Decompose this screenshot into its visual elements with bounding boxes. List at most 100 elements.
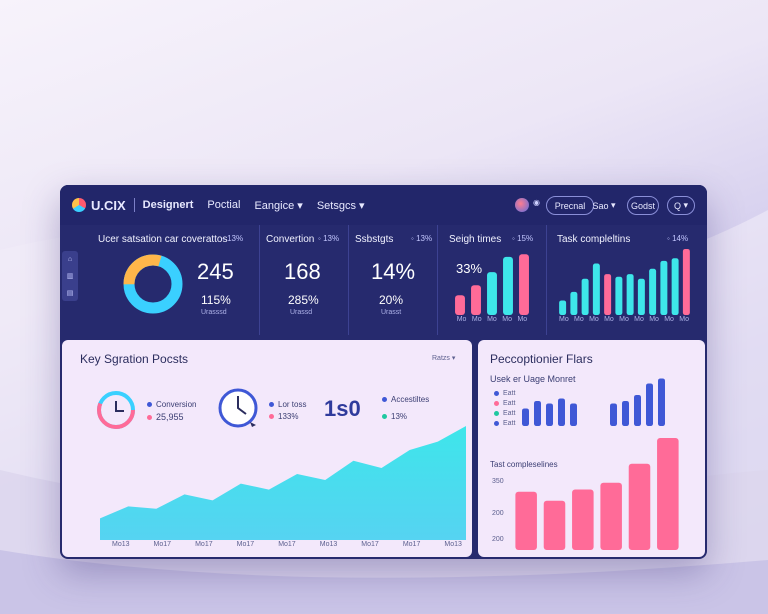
axis-tick: Mo	[574, 316, 584, 323]
bar	[671, 258, 679, 315]
chevron-down-icon[interactable]: ◉	[533, 198, 540, 207]
kpi-change-value: 14%	[672, 234, 689, 243]
kpi-value: 168	[284, 259, 321, 284]
chevron-down-icon: ▾	[451, 355, 456, 362]
area-series	[100, 426, 466, 540]
axis-tick: Mo17	[195, 541, 213, 548]
kpi-change: ◦ 13%	[411, 234, 433, 243]
nav-item-portal[interactable]: Poctial	[207, 199, 241, 211]
conversion-ring-icon	[97, 391, 135, 429]
kpi-change-value: 13%	[227, 234, 244, 243]
stat-label-text: Lor toss	[278, 400, 307, 409]
clock-hands	[237, 396, 247, 415]
bar	[622, 401, 629, 426]
y-tick: 200	[492, 510, 504, 517]
personal-pill[interactable]: Precnal	[546, 196, 594, 215]
chart-icon[interactable]: ▤	[66, 289, 74, 297]
kpi-change: ◦ 14%	[667, 234, 689, 243]
kpi-card-satisfaction[interactable]: Ucer satsation car coverattos ◦ 13% 245 …	[60, 225, 260, 335]
kpi-card-conversion[interactable]: Convertion ◦ 13% 168 285% Urassd	[260, 225, 349, 335]
axis-tick: Mo17	[278, 541, 296, 548]
kpi-title: Convertion	[266, 234, 315, 245]
task-axis: Mo Mo Mo Mo Mo Mo Mo Mo Mo	[559, 316, 689, 323]
godst-pill-label: Godst	[630, 200, 655, 211]
times-bar-chart	[455, 254, 529, 315]
sao-pill[interactable]: Sao ▾	[586, 196, 622, 215]
bar	[628, 463, 651, 550]
legend-dot	[494, 390, 499, 396]
legend-dot	[494, 400, 499, 406]
dashboard-window: U.CIX Designert Poctial Eangice ▾ Setsgc…	[60, 185, 707, 559]
chevron-down-icon: ▾	[297, 199, 303, 212]
kpi-card-times[interactable]: Seigh times ◦ 15% 33% Mo Mo Mo Mo Mo	[438, 225, 547, 335]
axis-tick: Mo	[664, 316, 674, 323]
search-icon: Q	[673, 200, 681, 211]
axis-tick: Mo	[679, 316, 689, 323]
donut-chart	[123, 254, 183, 314]
bar	[657, 438, 679, 550]
logo-icon	[72, 198, 86, 212]
bar	[682, 249, 690, 315]
axis-tick: Mo13	[319, 541, 338, 548]
bar	[546, 403, 553, 426]
stat-label: Lor toss	[269, 400, 306, 409]
period-dropdown[interactable]: Ratzs ▾	[432, 354, 455, 362]
avatar[interactable]	[515, 198, 529, 212]
axis-tick: Mo17	[402, 541, 421, 548]
bar	[522, 408, 529, 426]
stat-value-text: 25,955	[156, 412, 184, 422]
y-tick: 200	[492, 536, 504, 543]
chevron-down-icon: ▾	[611, 200, 616, 210]
bar	[604, 274, 612, 315]
kpi-sub-label: Urasssd	[201, 309, 227, 316]
bar	[570, 291, 578, 315]
kpi-title: Task compleltins	[557, 234, 631, 245]
chart-title: Tast compleselines	[490, 460, 558, 469]
axis-tick: Mo	[649, 316, 659, 323]
personal-pill-label: Precnal	[554, 200, 586, 211]
stat-value-text: 133%	[278, 412, 299, 421]
chart-icon[interactable]: ▥	[66, 272, 74, 280]
legend-item: Eatt	[494, 410, 515, 417]
nav-item-settings[interactable]: Setsgcs ▾	[317, 199, 365, 212]
bar	[592, 263, 600, 315]
sao-pill-label: Sao	[592, 200, 609, 211]
kpi-sub-label: Urasst	[381, 309, 402, 316]
bar	[646, 383, 653, 426]
period-dropdown-label: Ratzs	[432, 355, 450, 362]
axis-tick: Mo17	[153, 541, 172, 548]
kpi-change-value: 15%	[517, 234, 534, 243]
godst-pill[interactable]: Godst	[627, 196, 659, 215]
axis-tick: Mo	[634, 316, 644, 323]
axis-tick: Mo	[517, 316, 528, 323]
area-axis: Mo13 Mo17 Mo17 Mo17 Mo17 Mo13 Mo17 Mo17 …	[112, 541, 462, 548]
bar	[637, 278, 645, 315]
kpi-card-statistics[interactable]: Ssbstgts ◦ 13% 14% 20% Urasst	[349, 225, 438, 335]
stat-value: 13%	[382, 412, 407, 421]
nav-item-dashboard[interactable]: Designert	[142, 199, 194, 211]
task-bar-chart	[559, 249, 690, 315]
axis-tick: Mo	[502, 316, 513, 323]
clock-hands	[115, 401, 124, 412]
key-stats-panel: Key Sgration Pocsts Ratzs ▾ Conversion 2…	[62, 340, 472, 557]
kpi-change: ◦ 13%	[318, 234, 340, 243]
y-tick: 350	[492, 478, 504, 485]
axis-tick: Mo	[589, 316, 599, 323]
kpi-card-task-completions[interactable]: Task compleltins ◦ 14% Mo Mo Mo Mo Mo Mo…	[547, 225, 707, 335]
completion-bar-chart	[515, 438, 679, 550]
ring-progress	[97, 391, 135, 429]
nav-item-engine[interactable]: Eangice ▾	[254, 199, 302, 212]
bar	[634, 395, 641, 426]
bar	[626, 274, 634, 315]
stat-label: Conversion	[147, 400, 196, 409]
bar	[570, 403, 577, 426]
search-pill[interactable]: Q ▾	[667, 196, 695, 215]
bar	[559, 300, 567, 315]
bar	[649, 268, 657, 315]
axis-tick: Mo17	[236, 541, 255, 548]
axis-tick: Mo	[604, 316, 614, 323]
nav-item-settings-label: Setsgcs	[316, 199, 356, 212]
kpi-title: Ucer satsation car coverattos	[98, 234, 228, 245]
axis-tick: Mo	[619, 316, 629, 323]
home-icon[interactable]: ⌂	[67, 255, 73, 263]
